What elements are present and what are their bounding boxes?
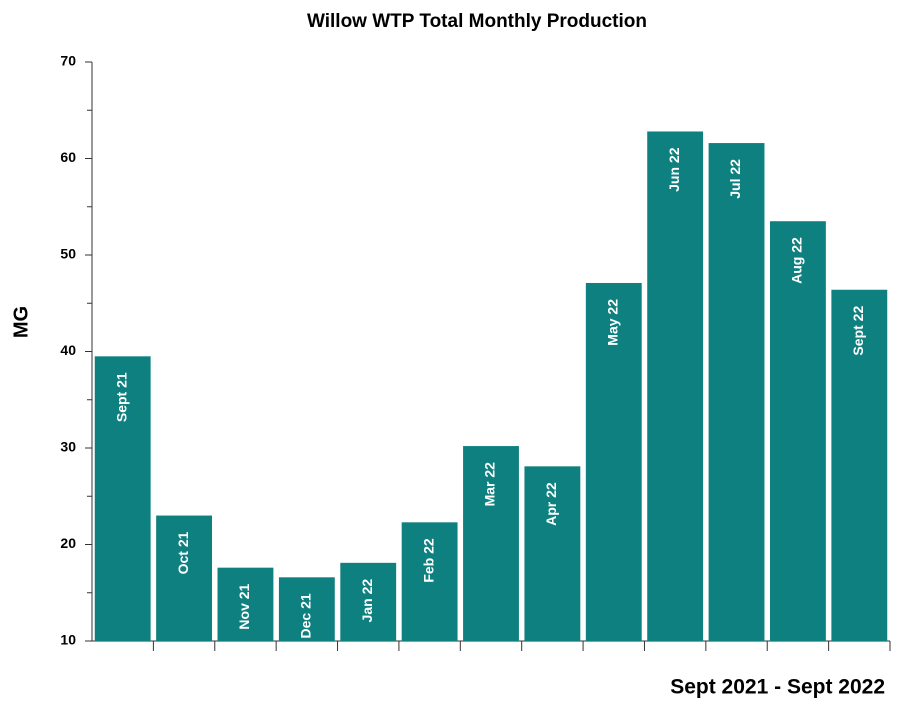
bar <box>217 567 274 641</box>
bar <box>340 562 397 641</box>
bar-category-label: Sept 21 <box>113 372 129 422</box>
bar-category-label: Feb 22 <box>420 538 436 583</box>
x-axis-label: Sept 2021 - Sept 2022 <box>670 676 885 699</box>
bar-category-label: Jan 22 <box>359 579 375 623</box>
y-tick-label: 50 <box>60 246 76 262</box>
bar-category-label: Jun 22 <box>666 147 682 192</box>
bar <box>94 356 151 641</box>
bar-category-label: Mar 22 <box>482 462 498 507</box>
y-tick-label: 20 <box>60 535 76 551</box>
y-tick-label: 70 <box>60 53 76 69</box>
bar-category-label: Jul 22 <box>727 159 743 199</box>
bar-category-label: Aug 22 <box>789 237 805 284</box>
y-tick-label: 60 <box>60 149 76 165</box>
bar-category-label: Sept 22 <box>850 306 866 356</box>
bar <box>708 143 765 641</box>
bar <box>831 289 888 641</box>
bar-category-label: Oct 21 <box>175 531 191 574</box>
chart-title: Willow WTP Total Monthly Production <box>307 11 647 32</box>
y-tick-label: 40 <box>60 342 76 358</box>
bar <box>463 446 519 641</box>
y-tick-label: 10 <box>60 632 76 648</box>
bar-category-label: Dec 21 <box>298 593 314 638</box>
y-tick-label: 30 <box>60 439 76 455</box>
bar <box>647 131 704 642</box>
bar-category-label: May 22 <box>604 299 620 346</box>
bar <box>524 466 581 641</box>
bar <box>769 221 826 641</box>
bar <box>401 522 458 641</box>
bar <box>278 577 335 641</box>
bar-category-label: Nov 21 <box>236 583 252 629</box>
bar <box>585 282 642 641</box>
bar-category-label: Apr 22 <box>543 482 559 526</box>
bar <box>156 515 213 641</box>
y-axis-label: MG <box>10 306 32 338</box>
